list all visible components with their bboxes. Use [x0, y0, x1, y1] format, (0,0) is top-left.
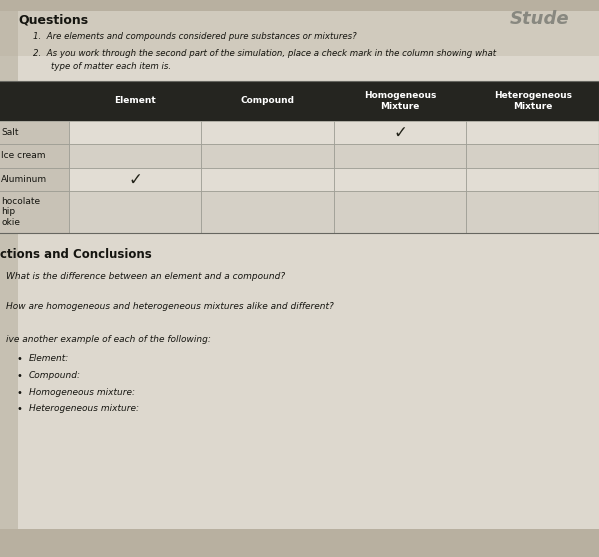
- FancyBboxPatch shape: [0, 11, 18, 529]
- Text: How are homogeneous and heterogeneous mixtures alike and different?: How are homogeneous and heterogeneous mi…: [6, 302, 334, 311]
- Text: Heterogeneous mixture:: Heterogeneous mixture:: [29, 404, 139, 413]
- Text: ✓: ✓: [128, 170, 142, 188]
- Text: Aluminum: Aluminum: [1, 175, 47, 184]
- Text: •: •: [17, 354, 23, 364]
- FancyBboxPatch shape: [334, 144, 467, 168]
- FancyBboxPatch shape: [467, 121, 599, 144]
- Text: Salt: Salt: [1, 128, 19, 137]
- Text: Compound:: Compound:: [29, 371, 81, 380]
- FancyBboxPatch shape: [201, 168, 334, 191]
- Text: ctions and Conclusions: ctions and Conclusions: [0, 248, 152, 261]
- FancyBboxPatch shape: [467, 144, 599, 168]
- Text: Element: Element: [114, 96, 156, 105]
- Text: Homogeneous
Mixture: Homogeneous Mixture: [364, 91, 437, 110]
- Text: Questions: Questions: [18, 14, 88, 27]
- Text: type of matter each item is.: type of matter each item is.: [51, 62, 171, 71]
- FancyBboxPatch shape: [334, 168, 467, 191]
- FancyBboxPatch shape: [0, 11, 599, 529]
- FancyBboxPatch shape: [0, 144, 69, 168]
- Text: Compound: Compound: [241, 96, 295, 105]
- FancyBboxPatch shape: [69, 191, 201, 233]
- FancyBboxPatch shape: [201, 191, 334, 233]
- Text: •: •: [17, 388, 23, 398]
- FancyBboxPatch shape: [0, 191, 69, 233]
- FancyBboxPatch shape: [467, 168, 599, 191]
- FancyBboxPatch shape: [69, 144, 201, 168]
- Text: ive another example of each of the following:: ive another example of each of the follo…: [6, 335, 211, 344]
- FancyBboxPatch shape: [0, 81, 599, 121]
- Text: hocolate
hip
okie: hocolate hip okie: [1, 197, 40, 227]
- Text: Element:: Element:: [29, 354, 69, 363]
- FancyBboxPatch shape: [201, 121, 334, 144]
- FancyBboxPatch shape: [69, 121, 201, 144]
- Text: Homogeneous mixture:: Homogeneous mixture:: [29, 388, 135, 397]
- FancyBboxPatch shape: [201, 144, 334, 168]
- Text: 1.  Are elements and compounds considered pure substances or mixtures?: 1. Are elements and compounds considered…: [33, 32, 356, 41]
- Text: 2.  As you work through the second part of the simulation, place a check mark in: 2. As you work through the second part o…: [33, 49, 496, 58]
- FancyBboxPatch shape: [334, 191, 467, 233]
- Text: Ice cream: Ice cream: [1, 152, 46, 160]
- Text: •: •: [17, 371, 23, 381]
- Text: Stude: Stude: [509, 10, 569, 28]
- FancyBboxPatch shape: [69, 168, 201, 191]
- FancyBboxPatch shape: [467, 191, 599, 233]
- Text: Heterogeneous
Mixture: Heterogeneous Mixture: [494, 91, 571, 110]
- Text: •: •: [17, 404, 23, 414]
- Text: What is the difference between an element and a compound?: What is the difference between an elemen…: [6, 272, 285, 281]
- FancyBboxPatch shape: [0, 11, 599, 56]
- FancyBboxPatch shape: [0, 121, 69, 144]
- Text: ✓: ✓: [394, 124, 407, 141]
- FancyBboxPatch shape: [0, 168, 69, 191]
- FancyBboxPatch shape: [334, 121, 467, 144]
